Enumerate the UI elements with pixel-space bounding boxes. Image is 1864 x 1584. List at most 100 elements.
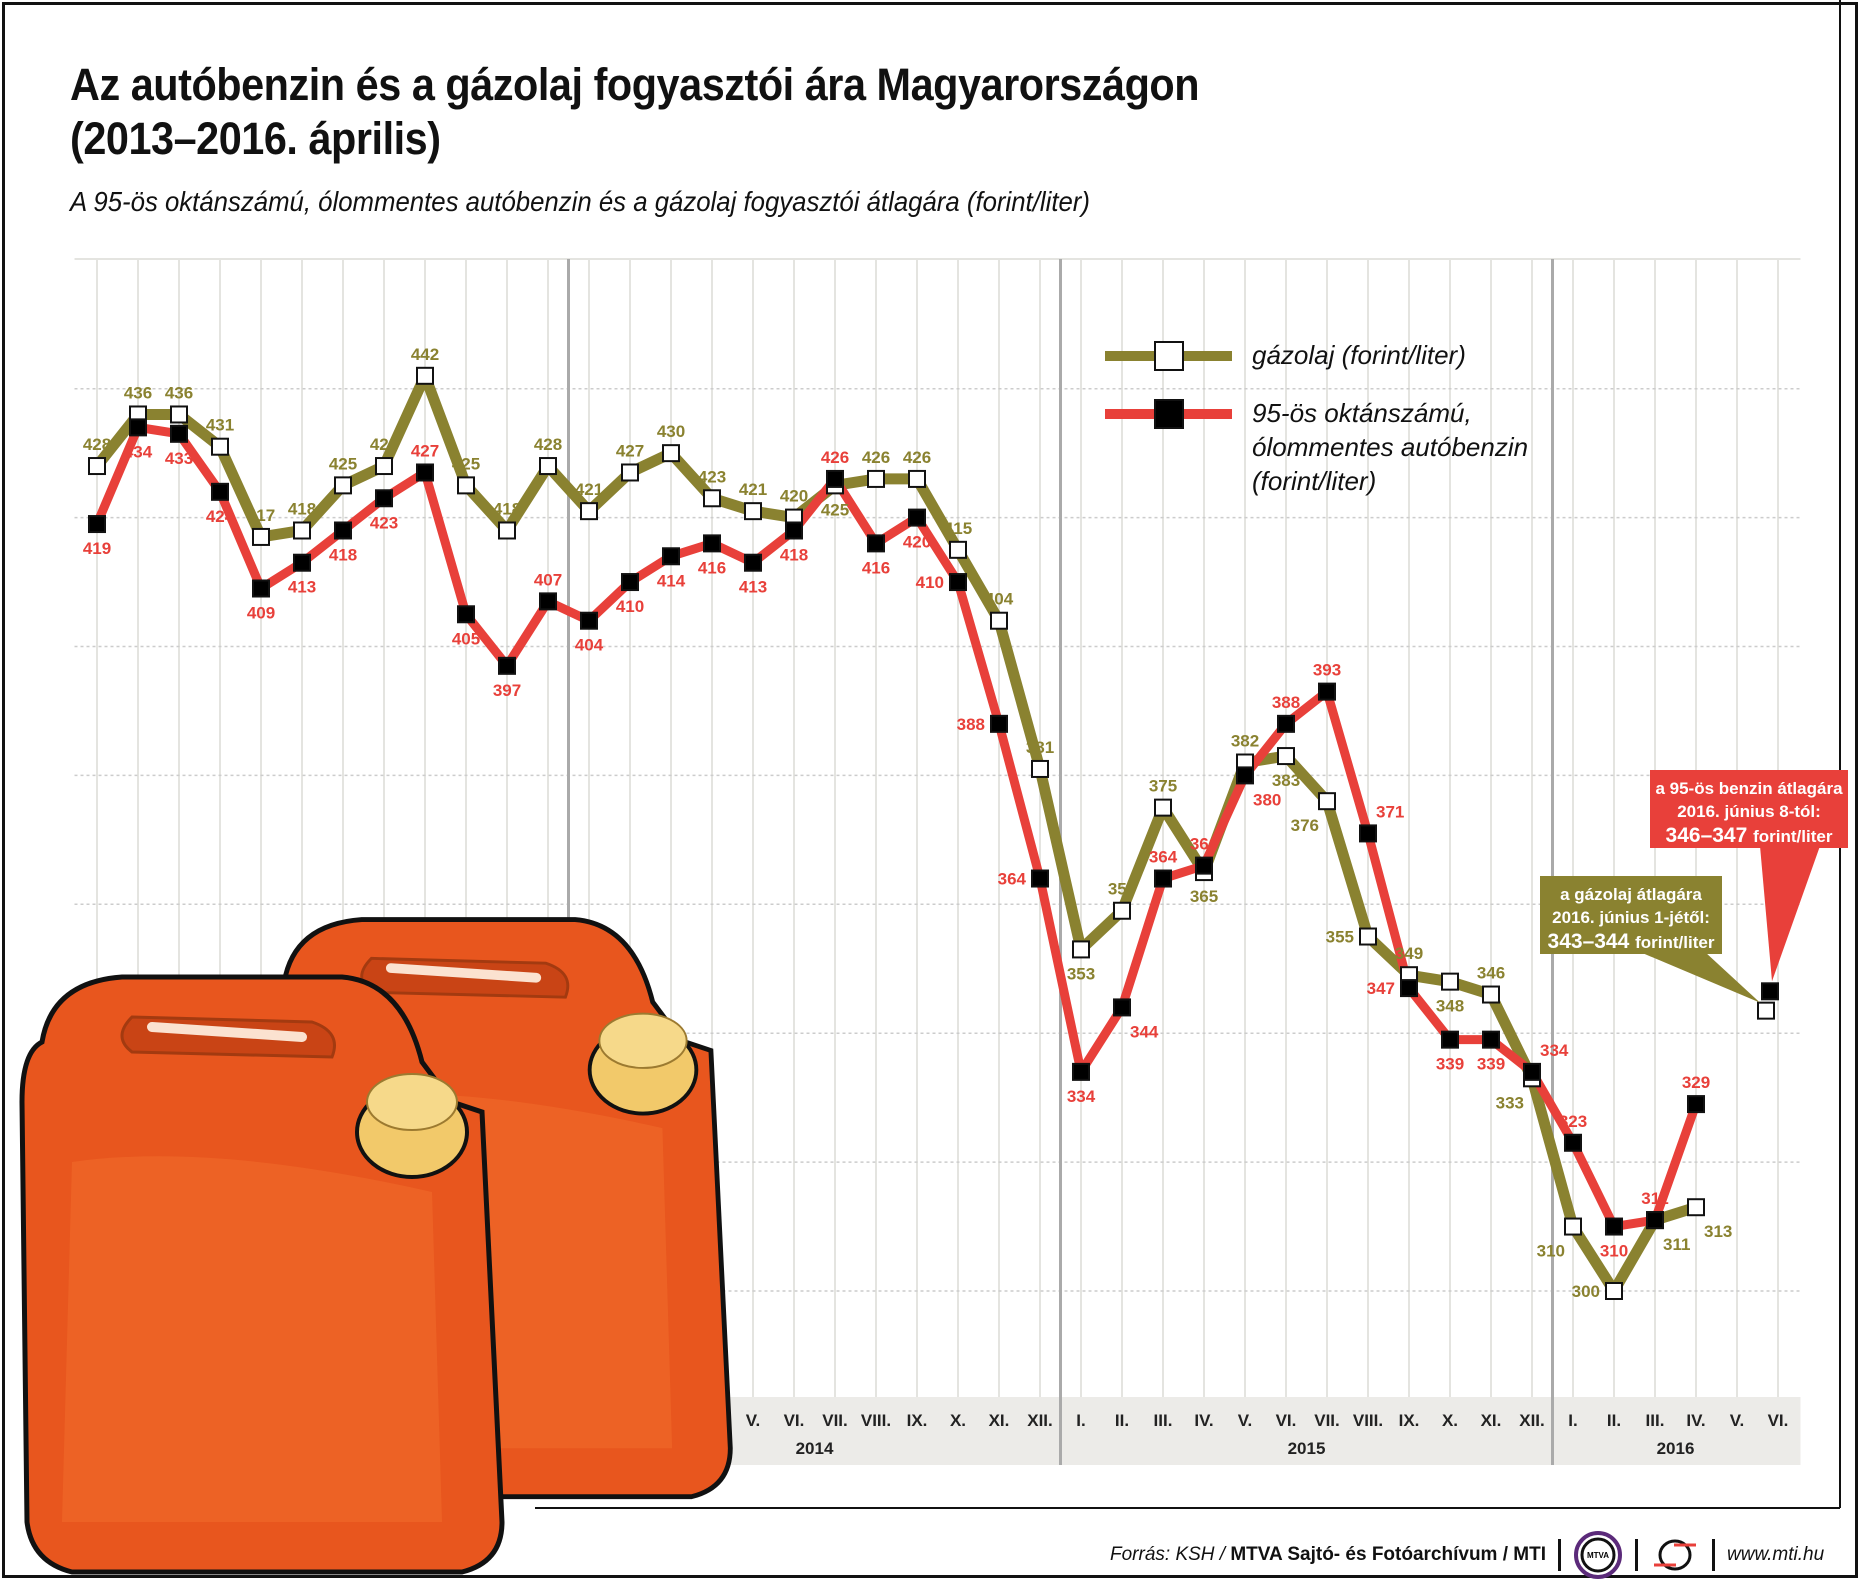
data-label-benzin: 404: [575, 636, 604, 655]
data-label-gazolaj: 359: [1108, 880, 1136, 899]
series-line-benzin: [92, 422, 1701, 1232]
data-label-gazolaj: 300: [1572, 1282, 1600, 1301]
data-label-benzin: 434: [124, 442, 153, 461]
data-label-benzin: 414: [657, 571, 686, 590]
callout-pointer: [1760, 846, 1820, 982]
source-text: Forrás: KSH / MTVA Sajtó- és Fotóarchívu…: [1110, 1544, 1546, 1566]
chart-title: Az autóbenzin és a gázolaj fogyasztói ár…: [70, 58, 1200, 166]
x-tick-label: VII.: [822, 1411, 848, 1430]
data-label-gazolaj: 355: [1326, 928, 1354, 947]
callout-box: [1540, 876, 1722, 954]
data-label-benzin: 426: [821, 448, 849, 467]
data-label-gazolaj: 423: [698, 467, 726, 486]
data-label-gazolaj: 425: [452, 454, 480, 473]
x-tick-label: IX.: [907, 1411, 928, 1430]
data-point-gazolaj: [375, 457, 393, 476]
data-point-gazolaj: [88, 457, 106, 476]
data-label-benzin: 423: [370, 513, 398, 532]
data-label-benzin: 347: [1367, 979, 1395, 998]
callout-text: 2016. június 8-tól:: [1677, 802, 1821, 821]
data-point-gazolaj: [293, 521, 311, 540]
x-tick-label: XI.: [1481, 1411, 1502, 1430]
data-label-benzin: 388: [1272, 693, 1300, 712]
data-label-gazolaj: 425: [821, 500, 849, 519]
data-point-benzin: [785, 521, 803, 540]
data-point-benzin: [129, 418, 147, 437]
legend-marker-benzin: [1154, 399, 1184, 429]
data-point-benzin: [211, 482, 229, 501]
callout-pointer: [1640, 952, 1760, 1003]
data-label-benzin: 310: [1600, 1242, 1628, 1261]
data-point-benzin: [375, 489, 393, 508]
data-point-benzin: [662, 547, 680, 566]
callout-benzin: a 95-ös benzin átlagára 2016. június 8-tó…: [1650, 770, 1848, 982]
data-point-benzin: [88, 515, 106, 534]
jerry-can-handle-shine: [147, 1022, 307, 1042]
data-label-benzin: 344: [1130, 1022, 1159, 1041]
x-tick-label: VI.: [784, 1411, 805, 1430]
data-point-benzin: [621, 573, 639, 592]
data-point-gazolaj-june: [1757, 1001, 1775, 1020]
x-tick-label: VI.: [1768, 1411, 1789, 1430]
data-label-gazolaj: 375: [1149, 777, 1177, 796]
data-label-benzin: 409: [247, 603, 275, 622]
callout-text: a gázolaj átlagára: [1560, 885, 1702, 904]
data-point-gazolaj: [1564, 1217, 1582, 1236]
data-label-gazolaj: 436: [124, 383, 152, 402]
x-tick-label: III.: [1646, 1411, 1665, 1430]
data-label-benzin: 405: [452, 629, 480, 648]
jerry-can-front: [19, 974, 505, 1575]
data-point-gazolaj: [580, 502, 598, 521]
data-label-benzin: 407: [534, 570, 562, 589]
data-label-benzin: 424: [206, 507, 235, 526]
jerry-can-handle-shine: [385, 963, 542, 983]
data-label-benzin: 380: [1253, 790, 1281, 809]
callout-value-range: 343–344: [1548, 930, 1636, 953]
svg-text:MTVA: MTVA: [1587, 1551, 1609, 1560]
data-point-gazolaj: [990, 611, 1008, 630]
data-label-benzin: 364: [1149, 848, 1178, 867]
legend-label-benzin: 95-ös oktánszámú,: [1252, 398, 1472, 428]
data-label-gazolaj: 427: [616, 441, 644, 460]
data-label-gazolaj: 421: [739, 480, 767, 499]
data-label-gazolaj: 428: [370, 435, 398, 454]
data-label-benzin: 334: [1067, 1087, 1096, 1106]
data-point-gazolaj: [211, 437, 229, 456]
divider: [1635, 1539, 1638, 1571]
data-point-gazolaj: [1318, 792, 1336, 811]
data-point-benzin: [1113, 998, 1131, 1017]
x-tick-label: III.: [1154, 1411, 1173, 1430]
x-tick-label: XI.: [989, 1411, 1010, 1430]
data-label-benzin: 418: [329, 545, 357, 564]
data-point-benzin: [1154, 869, 1172, 888]
jerry-can-cap-top: [598, 1012, 688, 1069]
data-point-gazolaj: [744, 502, 762, 521]
data-label-gazolaj: 418: [288, 499, 316, 518]
data-label-gazolaj: 404: [985, 590, 1014, 609]
series-line-gazolaj: [92, 370, 1698, 1297]
website-link[interactable]: www.mti.hu: [1727, 1544, 1825, 1565]
data-label-gazolaj: 381: [1026, 738, 1054, 757]
data-point-benzin: [867, 534, 885, 553]
data-point-gazolaj: [662, 444, 680, 463]
callout-unit: forint/liter: [1753, 827, 1833, 846]
x-tick-label: I.: [1568, 1411, 1577, 1430]
data-point-gazolaj: [1154, 798, 1172, 817]
x-tick-label: V.: [1730, 1411, 1745, 1430]
data-point-benzin: [1318, 682, 1336, 701]
legend-label-benzin: ólommentes autóbenzin: [1252, 432, 1528, 462]
data-point-gazolaj: [1441, 972, 1459, 991]
data-point-benzin-june: [1761, 982, 1779, 1001]
x-year-label: 2016: [1657, 1439, 1695, 1458]
data-label-gazolaj: 365: [1190, 887, 1218, 906]
x-tick-label: XII.: [1519, 1411, 1545, 1430]
jerry-can-cap-top: [366, 1073, 458, 1131]
source-prefix: Forrás: KSH /: [1110, 1544, 1231, 1565]
data-point-gazolaj: [1113, 901, 1131, 920]
callout-unit: forint/liter: [1635, 933, 1715, 952]
data-label-benzin: 416: [698, 558, 726, 577]
data-label-gazolaj: 348: [1436, 997, 1464, 1016]
data-point-gazolaj: [1605, 1282, 1623, 1300]
data-label-gazolaj: 442: [411, 345, 439, 364]
data-label-gazolaj: 417: [247, 506, 275, 525]
